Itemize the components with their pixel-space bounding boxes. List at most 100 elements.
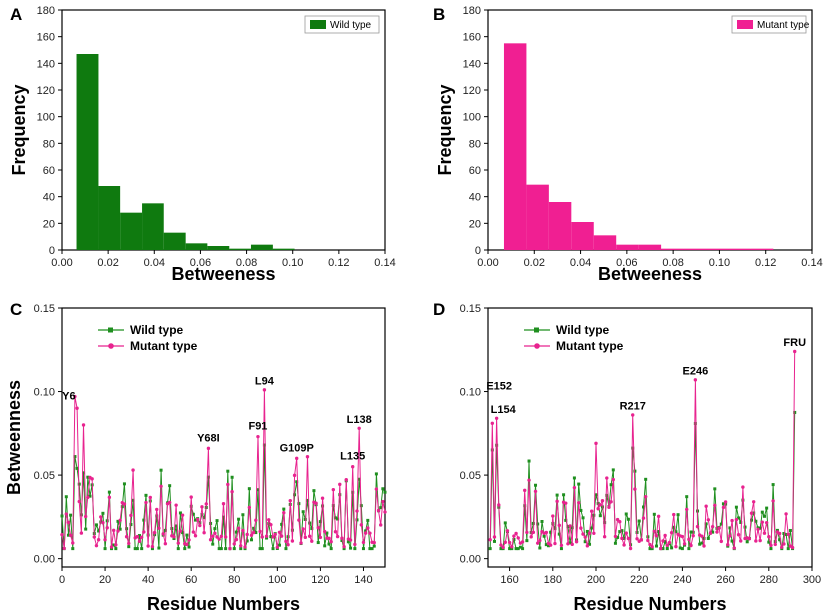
mutant-type-point <box>217 537 221 541</box>
mutant-type-point <box>594 441 598 446</box>
mutant-type-point <box>767 534 771 539</box>
wild-type-point <box>793 410 797 414</box>
mutant-type-point <box>568 524 572 528</box>
mutant-type-point <box>122 502 127 506</box>
wild-type-point <box>499 547 503 551</box>
wild-type-point <box>778 538 782 542</box>
wild-type-point <box>670 546 674 550</box>
mutant-type-point <box>717 526 721 530</box>
histogram-bar <box>548 202 572 250</box>
wild-type-point <box>624 512 628 516</box>
wild-type-point <box>374 472 378 476</box>
wild-type-point <box>200 513 204 517</box>
mutant-type-point <box>114 543 118 547</box>
mutant-type-point <box>75 406 79 410</box>
y-tick-label: 60 <box>43 165 55 177</box>
wild-type-point <box>331 504 335 508</box>
wild-type-point <box>234 530 238 534</box>
mutant-type-point <box>215 535 219 539</box>
wild-type-point <box>237 517 241 521</box>
wild-type-point <box>351 490 355 494</box>
wild-type-point <box>555 493 559 497</box>
mutant-type-point <box>105 526 109 530</box>
histogram-bar <box>163 232 186 250</box>
mutant-type-point <box>99 515 103 519</box>
mutant-type-point <box>570 542 574 547</box>
x-tick-label: 40 <box>142 574 154 586</box>
x-tick-label: 0.02 <box>97 257 118 269</box>
mutant-type-point <box>232 542 236 546</box>
mutant-type-point <box>71 541 75 545</box>
wild-type-point <box>150 547 154 551</box>
mutant-type-point <box>327 536 331 541</box>
mutant-type-point <box>219 534 224 539</box>
mutant-type-point <box>146 544 150 548</box>
mutant-type-point <box>187 538 191 542</box>
mutant-type-point <box>760 520 765 524</box>
mutant-type-point <box>622 543 626 547</box>
mutant-type-point <box>381 499 385 504</box>
x-tick-label: 20 <box>99 574 111 586</box>
wild-type-point <box>140 547 144 551</box>
mutant-type-point <box>316 526 320 530</box>
wild-type-point <box>527 459 531 463</box>
wild-type-point <box>66 533 70 537</box>
wild-type-point <box>700 541 704 545</box>
mutant-type-point <box>512 534 516 538</box>
mutant-type-point <box>533 489 538 494</box>
mutant-type-point <box>66 520 71 525</box>
mutant-type-point <box>790 545 795 550</box>
x-tick-label: 100 <box>268 574 286 586</box>
mutant-type-point <box>314 501 318 505</box>
mutant-type-point <box>301 527 305 531</box>
mutant-type-point <box>497 503 501 507</box>
wild-type-point <box>187 545 191 549</box>
x-tick-label: 300 <box>803 574 821 586</box>
wild-type-point <box>577 482 581 486</box>
histogram-bar <box>250 244 273 250</box>
y-axis-label: Frequency <box>435 84 455 175</box>
wild-type-point <box>327 542 331 546</box>
mutant-type-point <box>243 545 247 549</box>
wild-type-point <box>372 544 376 548</box>
wild-type-point <box>676 513 680 517</box>
wild-type-point <box>637 519 641 523</box>
mutant-type-point <box>211 534 215 538</box>
histogram-bar <box>272 248 295 250</box>
mutant-type-point <box>213 531 217 535</box>
wild-type-point <box>370 547 374 551</box>
legend-label: Mutant type <box>130 339 198 353</box>
annotation-label: R217 <box>620 401 646 413</box>
mutant-type-point <box>178 529 183 533</box>
wild-type-point <box>157 546 161 550</box>
plot-frame <box>487 307 813 568</box>
wild-type-point <box>680 547 684 551</box>
mutant-type-point <box>372 540 376 545</box>
x-tick-label: 0.12 <box>328 257 349 269</box>
mutant-type-point <box>516 536 520 540</box>
histogram-bar <box>706 248 729 250</box>
wild-type-point <box>191 512 195 516</box>
mutant-type-point <box>299 541 303 545</box>
histogram-bar <box>229 248 251 250</box>
mutant-type-point <box>180 513 185 517</box>
x-tick-label: 260 <box>716 574 734 586</box>
y-tick-label: 100 <box>463 112 481 124</box>
mutant-type-point <box>275 545 280 549</box>
histogram-bar <box>76 54 99 250</box>
wild-type-point <box>219 547 223 551</box>
y-tick-label: 140 <box>463 58 481 70</box>
mutant-type-point <box>206 446 211 451</box>
wild-type-point <box>648 547 652 551</box>
wild-type-point <box>222 515 225 519</box>
legend-label: Wild type <box>556 323 610 337</box>
legend-swatch <box>737 20 753 29</box>
wild-type-point <box>224 547 228 551</box>
mutant-type-point <box>730 518 734 523</box>
wild-type-point <box>579 508 583 512</box>
mutant-type-point <box>331 487 336 492</box>
mutant-type-point <box>92 535 97 539</box>
mutant-type-point <box>592 531 596 535</box>
wild-type-point <box>492 539 496 543</box>
